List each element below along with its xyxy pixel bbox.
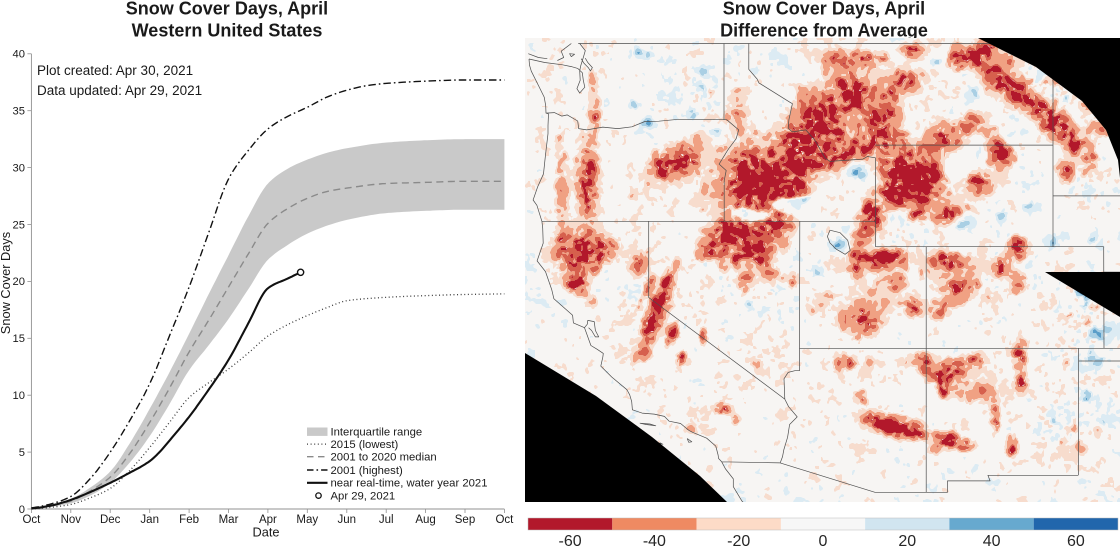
svg-text:5: 5: [19, 447, 25, 459]
svg-text:10: 10: [13, 390, 25, 402]
svg-text:Jul: Jul: [379, 514, 394, 526]
svg-text:Aug: Aug: [415, 514, 435, 526]
svg-text:0: 0: [19, 504, 25, 516]
svg-text:Snow Cover Days: Snow Cover Days: [0, 232, 13, 334]
svg-text:15: 15: [13, 333, 25, 345]
svg-text:0: 0: [819, 533, 828, 550]
svg-text:Jun: Jun: [338, 514, 357, 526]
svg-text:near real-time, water year 202: near real-time, water year 2021: [331, 478, 488, 490]
svg-text:Dec: Dec: [100, 514, 121, 526]
svg-text:Plot created: Apr 30, 2021: Plot created: Apr 30, 2021: [37, 63, 193, 78]
svg-text:Oct: Oct: [495, 514, 514, 526]
svg-text:Difference from Average: Difference from Average: [720, 21, 928, 41]
svg-text:40: 40: [13, 49, 25, 61]
svg-text:35: 35: [13, 106, 25, 118]
svg-text:Interquartile range: Interquartile range: [331, 427, 423, 439]
svg-text:60: 60: [1067, 533, 1085, 550]
svg-text:Date: Date: [252, 525, 279, 540]
svg-text:20: 20: [898, 533, 916, 550]
svg-text:30: 30: [13, 162, 25, 174]
svg-text:Feb: Feb: [179, 514, 199, 526]
svg-text:Snow Cover Days, April: Snow Cover Days, April: [126, 0, 328, 19]
svg-text:40: 40: [983, 533, 1001, 550]
svg-text:Apr 29, 2021: Apr 29, 2021: [331, 491, 396, 503]
svg-text:2001 to 2020 median: 2001 to 2020 median: [331, 452, 437, 464]
svg-text:Apr: Apr: [259, 514, 277, 526]
svg-text:Western United States: Western United States: [132, 21, 323, 41]
svg-text:Oct: Oct: [22, 514, 41, 526]
svg-text:-20: -20: [727, 533, 750, 550]
svg-text:-40: -40: [643, 533, 666, 550]
svg-text:Nov: Nov: [61, 514, 82, 526]
svg-text:Jan: Jan: [140, 514, 159, 526]
svg-text:Mar: Mar: [219, 514, 239, 526]
svg-text:2015 (lowest): 2015 (lowest): [331, 439, 399, 451]
svg-text:25: 25: [13, 219, 25, 231]
svg-text:20: 20: [13, 276, 25, 288]
svg-text:May: May: [296, 514, 318, 526]
svg-text:-60: -60: [559, 533, 582, 550]
svg-text:Data updated: Apr 29, 2021: Data updated: Apr 29, 2021: [37, 83, 202, 98]
svg-text:Snow Cover Days, April: Snow Cover Days, April: [723, 0, 925, 19]
svg-text:2001 (highest): 2001 (highest): [331, 465, 403, 477]
svg-text:Sep: Sep: [455, 514, 475, 526]
